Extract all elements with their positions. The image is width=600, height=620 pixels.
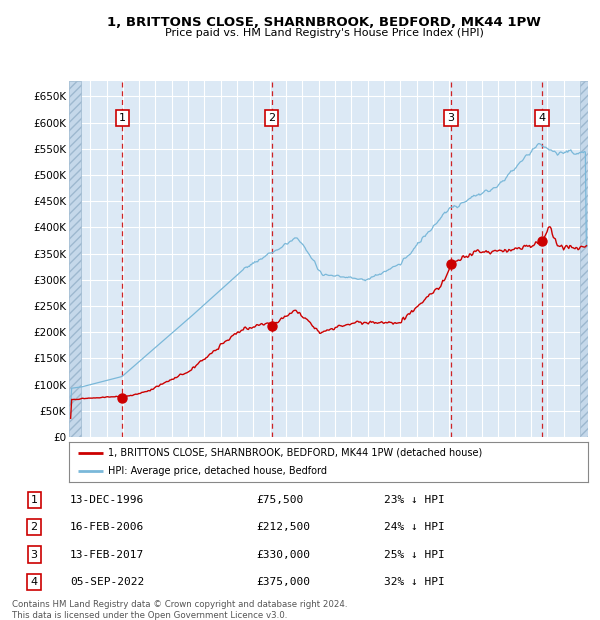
Text: 32% ↓ HPI: 32% ↓ HPI — [385, 577, 445, 587]
Text: 1, BRITTONS CLOSE, SHARNBROOK, BEDFORD, MK44 1PW (detached house): 1, BRITTONS CLOSE, SHARNBROOK, BEDFORD, … — [108, 448, 482, 458]
Text: Contains HM Land Registry data © Crown copyright and database right 2024.
This d: Contains HM Land Registry data © Crown c… — [12, 600, 347, 620]
Text: 1, BRITTONS CLOSE, SHARNBROOK, BEDFORD, MK44 1PW: 1, BRITTONS CLOSE, SHARNBROOK, BEDFORD, … — [107, 16, 541, 29]
Text: £212,500: £212,500 — [256, 523, 310, 533]
Text: 4: 4 — [538, 113, 545, 123]
Text: 23% ↓ HPI: 23% ↓ HPI — [385, 495, 445, 505]
Text: 2: 2 — [268, 113, 275, 123]
Text: HPI: Average price, detached house, Bedford: HPI: Average price, detached house, Bedf… — [108, 466, 327, 477]
Text: 3: 3 — [31, 549, 38, 559]
Text: 13-DEC-1996: 13-DEC-1996 — [70, 495, 145, 505]
Text: 1: 1 — [31, 495, 38, 505]
Text: 25% ↓ HPI: 25% ↓ HPI — [385, 549, 445, 559]
Text: 05-SEP-2022: 05-SEP-2022 — [70, 577, 145, 587]
Text: 3: 3 — [448, 113, 455, 123]
Text: 4: 4 — [31, 577, 38, 587]
Text: 1: 1 — [119, 113, 126, 123]
Text: 16-FEB-2006: 16-FEB-2006 — [70, 523, 145, 533]
Text: 13-FEB-2017: 13-FEB-2017 — [70, 549, 145, 559]
Text: £375,000: £375,000 — [256, 577, 310, 587]
Text: Price paid vs. HM Land Registry's House Price Index (HPI): Price paid vs. HM Land Registry's House … — [164, 28, 484, 38]
Text: £75,500: £75,500 — [256, 495, 304, 505]
Text: 24% ↓ HPI: 24% ↓ HPI — [385, 523, 445, 533]
Text: £330,000: £330,000 — [256, 549, 310, 559]
Text: 2: 2 — [31, 523, 38, 533]
